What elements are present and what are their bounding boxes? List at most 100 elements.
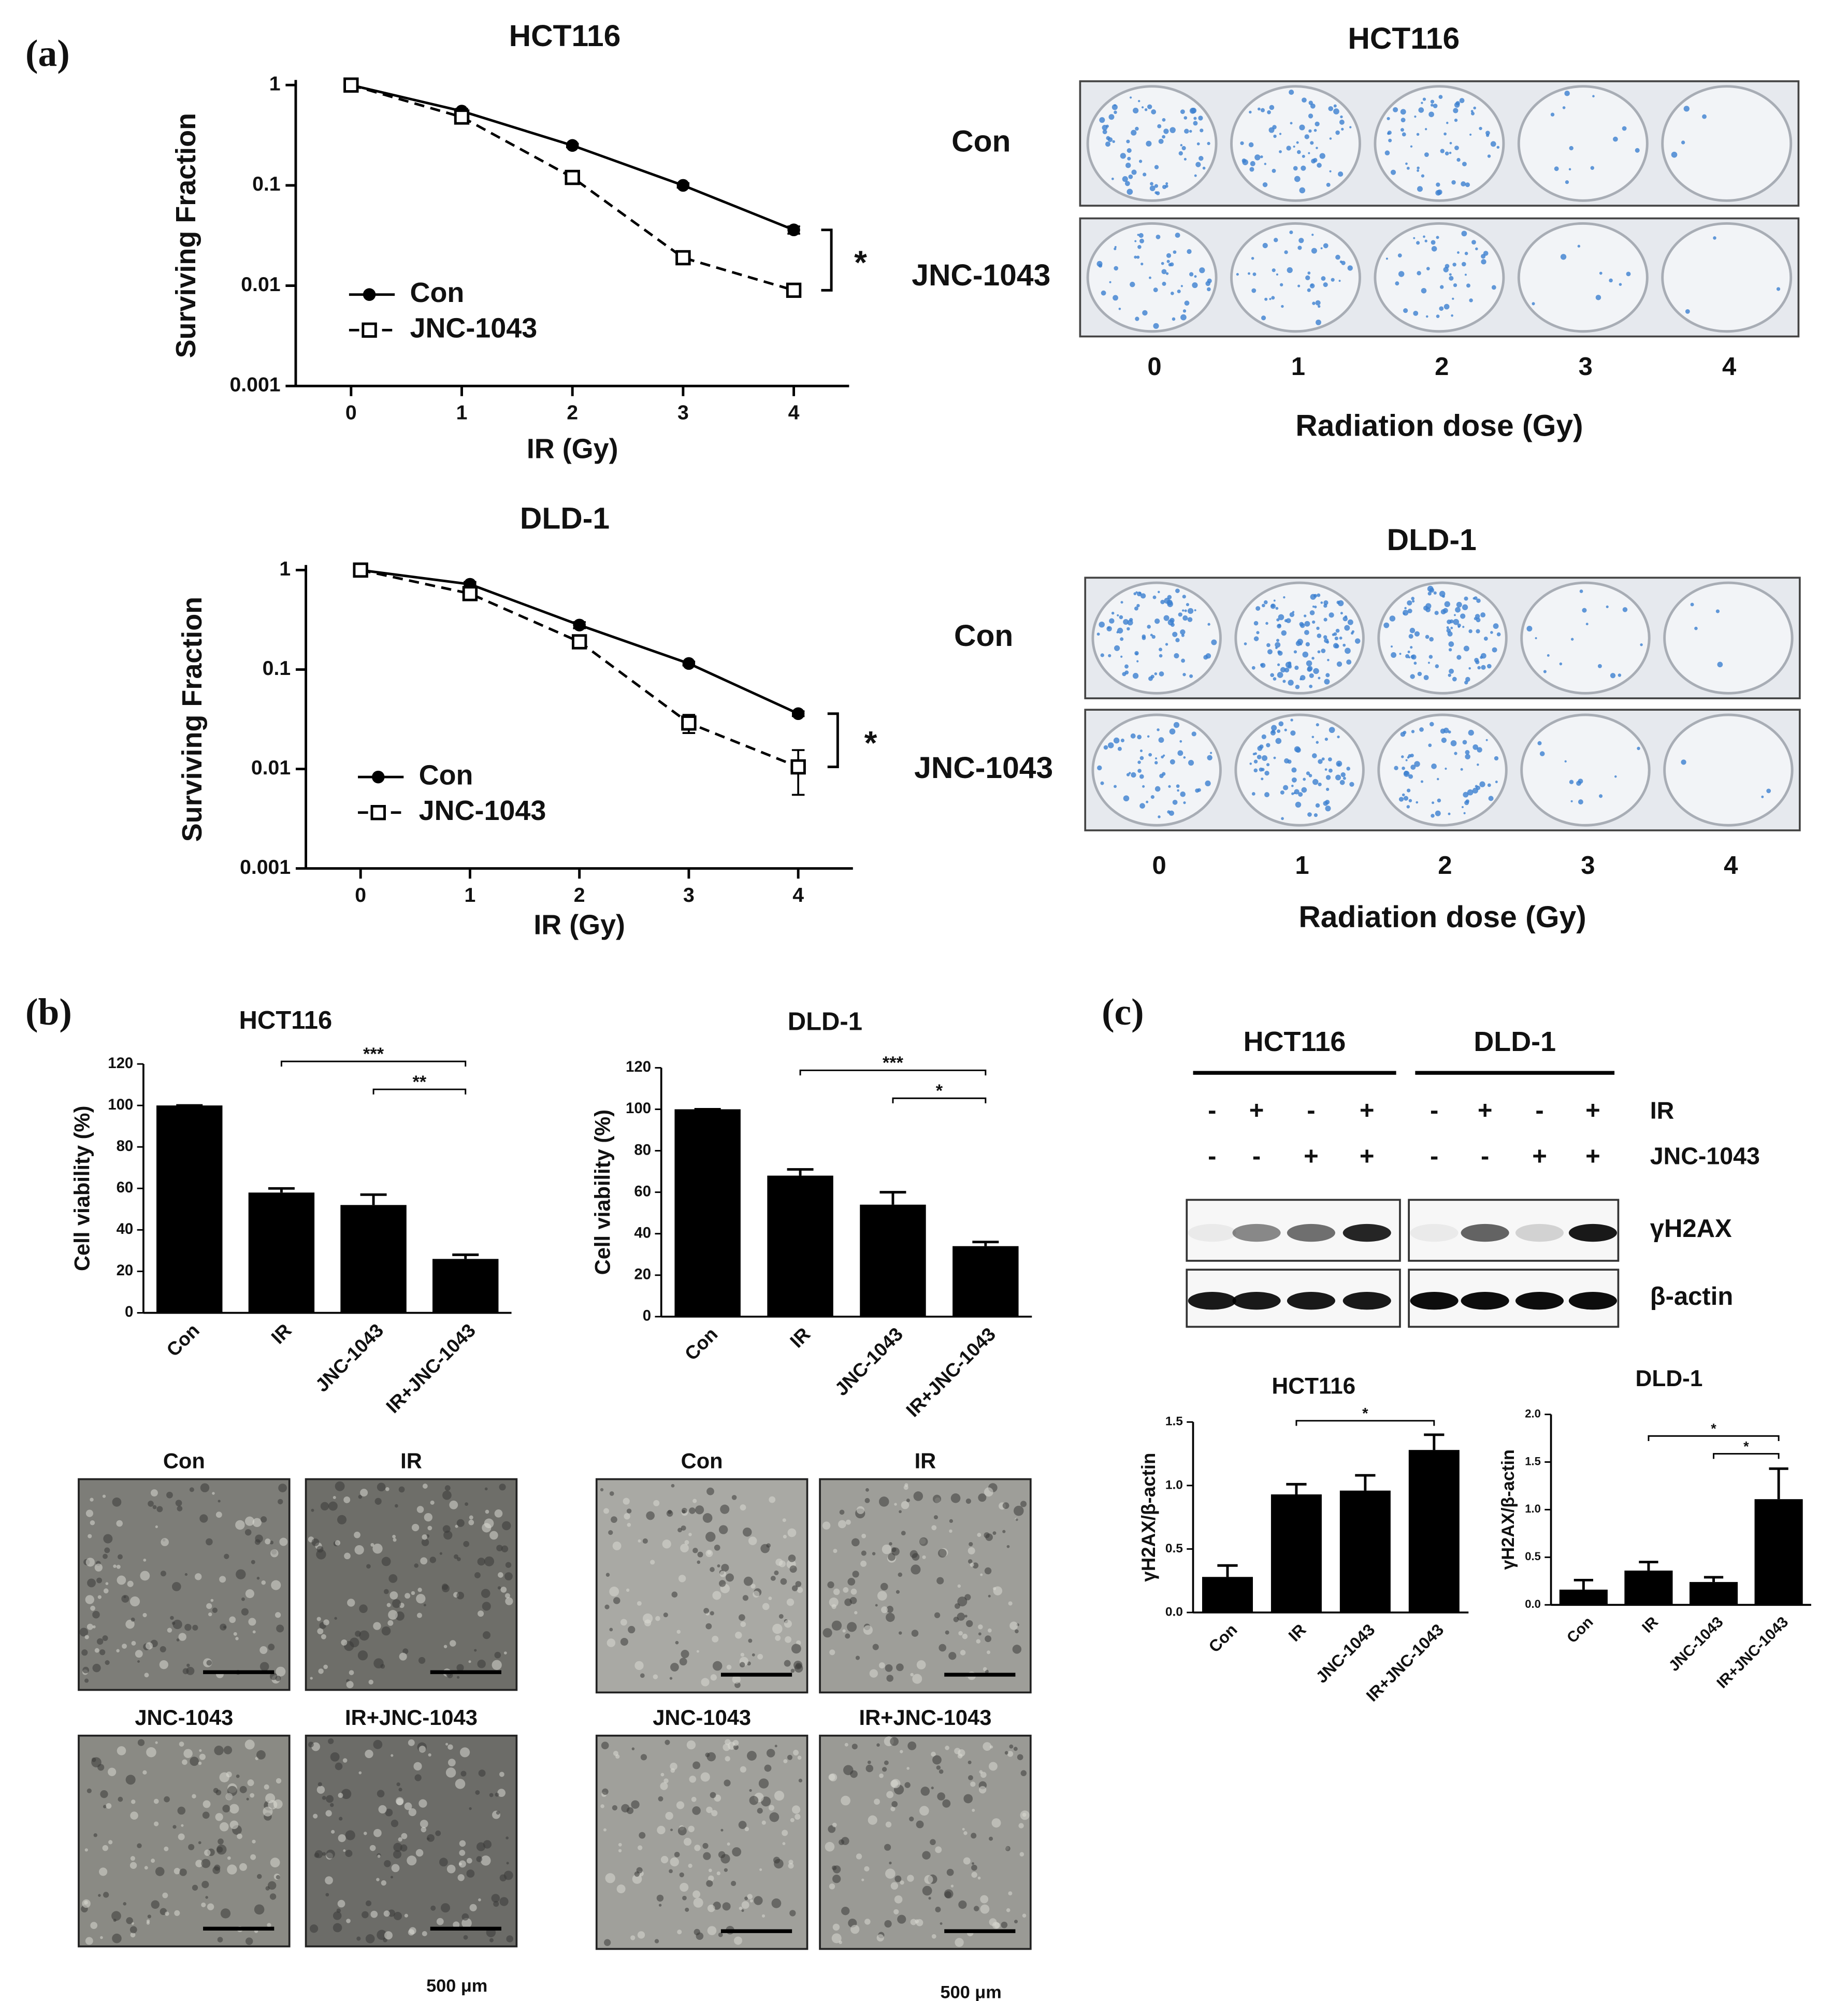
blot-band [1232,1223,1281,1242]
cell [677,1930,682,1935]
colony [1312,301,1316,305]
cell [769,1496,776,1503]
cell [456,1591,465,1600]
colony [1183,756,1186,759]
colony [1344,625,1350,631]
colony [1475,247,1478,251]
colony [1251,666,1255,670]
colony [1255,606,1261,611]
cell [360,1489,368,1497]
cell [369,1845,376,1851]
legend-marker [370,805,386,820]
cell [919,1537,928,1546]
chart-title: DLD-1 [520,501,610,535]
cell [706,1806,713,1813]
cell [878,1662,885,1669]
colony [1495,781,1498,783]
colony [1313,668,1319,674]
cell [642,1538,648,1544]
cell [269,1541,273,1545]
colony [1468,729,1474,736]
cell [727,1842,730,1846]
colony [1184,128,1189,134]
cell [413,1762,422,1770]
cell [204,1849,211,1856]
colony [1267,649,1273,655]
cell [270,1858,280,1868]
colony [1449,151,1452,154]
cell [922,1851,931,1860]
cell [973,1906,979,1911]
cell [945,1630,949,1635]
significance-bracket [821,228,833,292]
significance-bracket [1648,1435,1780,1442]
colony [1398,797,1404,802]
cell [227,1864,237,1875]
cell [393,1538,397,1542]
marker [790,759,806,775]
colony [1253,759,1258,764]
colony [1543,670,1547,673]
cell [182,1759,187,1765]
colony [1535,637,1537,640]
colony [1163,128,1169,134]
cell [229,1820,239,1830]
cell [670,1857,679,1867]
cell [718,1580,726,1587]
cell [498,1572,503,1578]
cell [416,1613,422,1618]
error-bar [1703,1576,1724,1582]
colony [1335,628,1340,633]
cell [152,1505,157,1509]
cell [329,1803,334,1807]
cell [126,1917,133,1924]
cell [668,1509,672,1514]
marker [573,618,586,631]
cell [600,1488,604,1492]
colony [1139,803,1145,809]
blot-band [1568,1223,1617,1242]
colony [1402,132,1406,137]
cell [116,1520,123,1527]
colony [1403,730,1407,735]
colony [1403,610,1409,616]
colony [1178,612,1182,617]
colony [1491,285,1496,290]
colony [1165,182,1168,185]
colony [1154,165,1159,169]
colony [1172,317,1176,321]
cell [151,1900,160,1909]
cell [650,1560,655,1565]
colony [1241,159,1246,163]
y-tick-label: 40 [634,1224,651,1241]
colony [1167,810,1171,814]
colony [1293,650,1297,654]
cell [85,1558,95,1567]
cell [688,1825,695,1833]
cell [720,1829,724,1832]
cell [681,1525,686,1531]
treatment-sign: + [1360,1142,1375,1170]
colony [1391,652,1397,658]
colony [1428,111,1434,118]
cell [744,1896,748,1901]
cell [1001,1921,1008,1928]
marker [787,223,800,237]
cell [842,1629,846,1633]
colony [1323,635,1327,639]
cell [891,1779,901,1789]
cell [505,1597,513,1605]
colony [1097,765,1102,771]
cell [847,1578,856,1586]
error-bar [1639,1561,1658,1571]
plate-well [1661,85,1793,202]
cell [623,1498,630,1505]
cell [856,1506,865,1514]
colony [1151,109,1157,114]
colony [1120,637,1124,641]
colony [1117,614,1119,616]
colony [1102,129,1107,135]
colony [1311,753,1317,758]
cell [325,1876,333,1884]
plate-well [1374,222,1505,333]
